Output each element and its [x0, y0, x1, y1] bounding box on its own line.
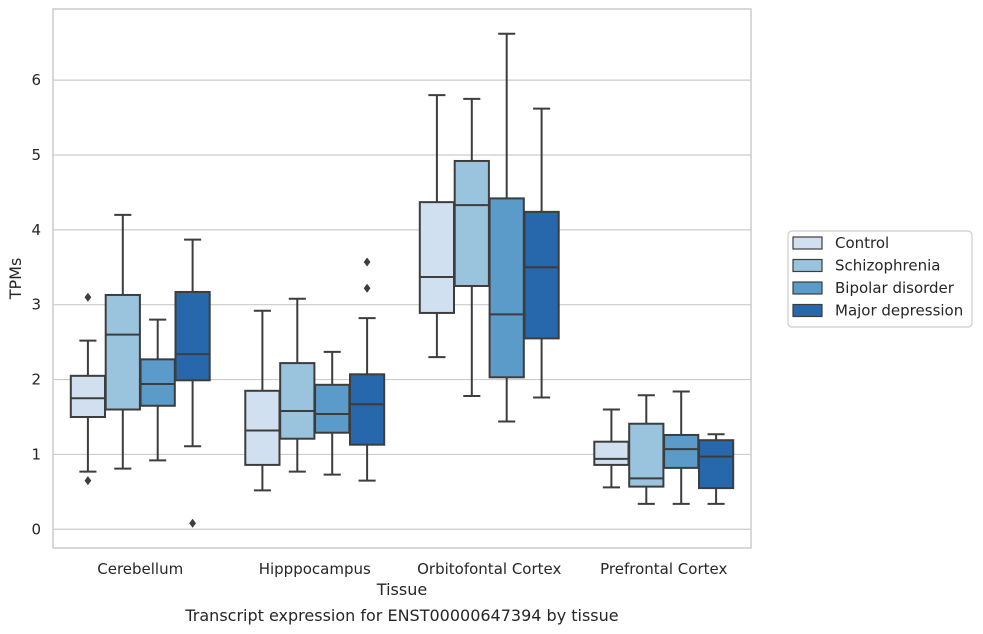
legend-label: Schizophrenia: [835, 257, 940, 275]
legend: Control Schizophrenia Bipolar disorder Majo…: [787, 230, 973, 328]
y-tick-label: 0: [31, 520, 41, 538]
box: [453, 97, 490, 398]
legend-label: Bipolar disorder: [835, 279, 955, 297]
legend-swatch: [792, 303, 823, 318]
y-tick-label: 6: [31, 71, 41, 89]
y-axis-label: TPMs: [6, 258, 25, 301]
outlier-point: [363, 283, 371, 293]
box-body: [593, 440, 630, 466]
legend-label: Major depression: [835, 302, 963, 320]
legend-swatch: [792, 258, 823, 273]
box-body: [663, 433, 700, 469]
box: [348, 257, 386, 482]
box-body: [628, 422, 665, 488]
box: [663, 390, 700, 505]
box: [593, 408, 630, 489]
x-tick-label: Orbitofontal Cortex: [417, 560, 561, 578]
box-body: [314, 383, 351, 434]
box-body: [523, 210, 560, 340]
box-body: [348, 373, 386, 446]
x-tick-labels: Cerebellum Hipppocampus Orbitofontal Corte…: [97, 560, 727, 578]
box-body: [453, 159, 490, 287]
box: [628, 394, 665, 505]
outlier-point: [363, 257, 371, 267]
legend-swatch: [792, 236, 823, 250]
plot-frame: [52, 8, 752, 549]
legend-swatch: [792, 281, 823, 295]
x-tick-label: Prefrontal Cortex: [600, 560, 727, 578]
box-body: [139, 358, 176, 407]
box-body: [104, 293, 141, 411]
x-tick-label: Hipppocampus: [259, 560, 371, 578]
legend-frame: [787, 230, 973, 328]
outlier-point: [84, 476, 92, 486]
y-tick-label: 1: [31, 445, 41, 463]
box: [69, 292, 107, 486]
y-tick-label: 3: [31, 296, 41, 314]
box-body: [279, 362, 316, 440]
outlier-point: [189, 518, 196, 528]
box-series: [69, 32, 735, 528]
box: [279, 297, 316, 473]
y-tick-label: 5: [31, 146, 41, 164]
box-body: [488, 197, 525, 379]
box: [488, 32, 525, 423]
box: [523, 107, 560, 399]
y-tick-label: 2: [31, 371, 41, 389]
x-axis-label: Tissue: [376, 580, 427, 599]
box: [139, 318, 176, 462]
legend-label: Control: [835, 234, 889, 252]
box-body: [244, 389, 281, 466]
box-body: [174, 290, 211, 382]
box: [314, 350, 351, 476]
y-tick-label: 4: [31, 221, 41, 239]
x-tick-label: Cerebellum: [97, 560, 183, 578]
box: [104, 213, 141, 470]
box-body: [418, 201, 456, 314]
box: [244, 309, 281, 492]
chart-caption: Transcript expression for ENST0000064739…: [185, 606, 619, 625]
y-tick-labels: 0 1 2 3 4 5 6: [31, 71, 41, 538]
outlier-point: [84, 292, 92, 302]
box: [174, 238, 211, 528]
box-body: [69, 374, 107, 418]
box-body: [697, 439, 735, 490]
box: [697, 433, 735, 505]
box: [418, 94, 456, 359]
